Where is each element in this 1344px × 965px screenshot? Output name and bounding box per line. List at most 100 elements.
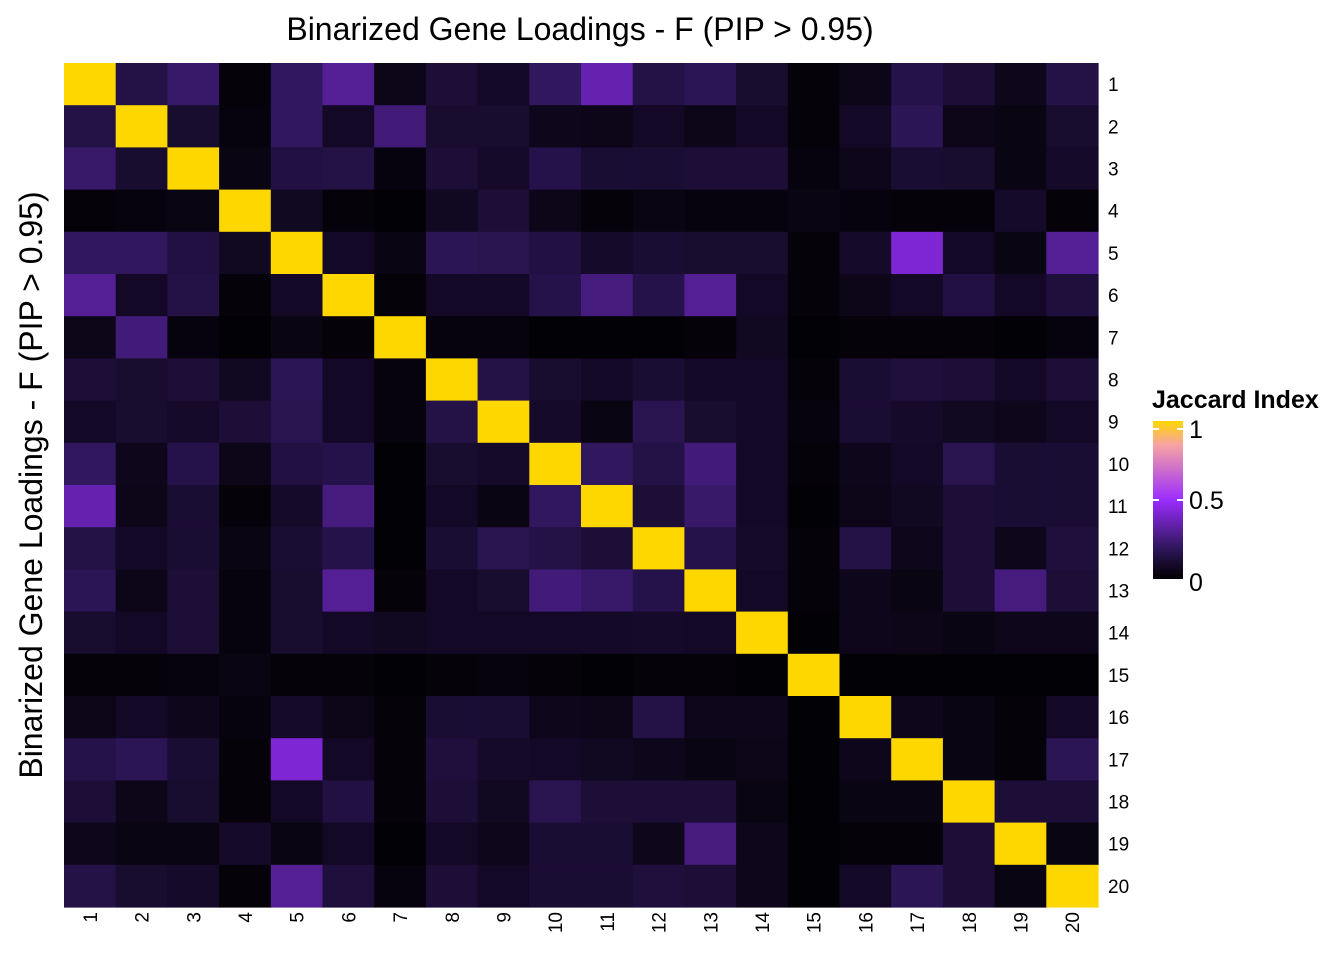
heatmap-cell-18-7 [374, 780, 427, 824]
heatmap-cell-15-13 [684, 653, 737, 697]
heatmap-cell-12-13 [684, 527, 737, 570]
heatmap-cell-11-4 [219, 485, 272, 528]
heatmap-cell-14-15 [787, 611, 841, 655]
heatmap-cell-7-3 [167, 316, 220, 359]
heatmap-cell-10-6 [322, 442, 375, 486]
heatmap-cell-11-13 [684, 485, 737, 528]
heatmap-cell-8-6 [322, 358, 375, 402]
heatmap-cell-2-13 [684, 105, 737, 148]
heatmap-cell-9-19 [994, 400, 1047, 444]
heatmap-cell-17-19 [994, 738, 1047, 781]
heatmap-cell-17-15 [787, 738, 841, 781]
heatmap-cell-12-15 [787, 527, 841, 570]
heatmap-cell-3-19 [994, 147, 1047, 191]
heatmap-cell-18-9 [477, 780, 530, 824]
heatmap-cell-11-7 [374, 485, 427, 528]
heatmap-cell-16-17 [891, 696, 944, 739]
heatmap-cell-1-11 [581, 63, 634, 106]
heatmap-cell-4-9 [477, 189, 530, 233]
heatmap-cell-16-4 [219, 696, 272, 739]
heatmap-cell-6-14 [736, 274, 789, 317]
heatmap-cell-15-1 [64, 653, 117, 697]
heatmap-cell-18-18 [942, 780, 996, 824]
heatmap-cell-4-13 [684, 189, 737, 233]
heatmap-cell-2-11 [581, 105, 634, 148]
heatmap-cell-5-5 [270, 231, 324, 275]
heatmap-cell-12-18 [942, 527, 996, 570]
heatmap-cell-9-3 [167, 400, 220, 444]
heatmap-cell-20-8 [425, 864, 479, 908]
heatmap-cell-17-20 [1046, 738, 1099, 781]
heatmap-cell-8-8 [425, 358, 479, 402]
heatmap-cell-11-1 [64, 485, 117, 528]
x-tick-label: 13 [701, 912, 722, 933]
heatmap-cell-16-15 [787, 696, 841, 739]
heatmap-cell-9-13 [684, 400, 737, 444]
y-tick-label: 4 [1108, 202, 1119, 223]
heatmap-cell-3-9 [477, 147, 530, 191]
heatmap-cell-4-12 [632, 189, 685, 233]
x-tick-label: 16 [856, 912, 877, 933]
y-tick-label: 15 [1108, 666, 1129, 687]
heatmap-cell-15-11 [581, 653, 634, 697]
heatmap-cell-12-20 [1046, 527, 1099, 570]
heatmap-cell-4-17 [891, 189, 944, 233]
heatmap-cell-5-4 [219, 231, 272, 275]
heatmap-cell-14-4 [219, 611, 272, 655]
heatmap-cell-4-6 [322, 189, 375, 233]
heatmap-cell-16-2 [115, 696, 168, 739]
heatmap-cell-6-11 [581, 274, 634, 317]
heatmap-cell-18-8 [425, 780, 479, 824]
heatmap-cell-7-7 [374, 316, 427, 359]
heatmap-cell-3-3 [167, 147, 220, 191]
heatmap-cell-13-18 [942, 569, 996, 613]
heatmap-cell-11-9 [477, 485, 530, 528]
y-tick-label: 13 [1108, 582, 1129, 603]
y-tick-label: 2 [1108, 117, 1119, 138]
heatmap-cell-4-3 [167, 189, 220, 233]
heatmap-cell-10-19 [994, 442, 1047, 486]
heatmap-cell-7-4 [219, 316, 272, 359]
heatmap-cell-15-8 [425, 653, 479, 697]
heatmap-cell-11-11 [581, 485, 634, 528]
heatmap-cell-18-1 [64, 780, 117, 824]
heatmap-cell-1-16 [839, 63, 892, 106]
heatmap-cell-14-20 [1046, 611, 1099, 655]
heatmap-cell-5-18 [942, 231, 996, 275]
heatmap-cell-3-15 [787, 147, 841, 191]
heatmap-cell-11-10 [529, 485, 582, 528]
heatmap-cell-7-2 [115, 316, 168, 359]
y-tick-label: 7 [1108, 328, 1119, 349]
heatmap-cell-16-12 [632, 696, 685, 739]
heatmap-cell-4-5 [270, 189, 324, 233]
heatmap-cell-3-8 [425, 147, 479, 191]
heatmap-cell-6-5 [270, 274, 324, 317]
heatmap-cell-20-2 [115, 864, 168, 908]
heatmap-cell-7-8 [425, 316, 479, 359]
y-tick-label: 19 [1108, 835, 1129, 856]
heatmap-cell-3-6 [322, 147, 375, 191]
heatmap-cell-2-14 [736, 105, 789, 148]
heatmap-cell-20-19 [994, 864, 1047, 908]
heatmap-cell-13-19 [994, 569, 1047, 613]
heatmap-cell-3-10 [529, 147, 582, 191]
heatmap-cell-20-13 [684, 864, 737, 908]
heatmap-cell-4-18 [942, 189, 996, 233]
heatmap-cell-17-6 [322, 738, 375, 781]
heatmap-cell-3-5 [270, 147, 324, 191]
x-tick-label: 17 [908, 912, 929, 933]
heatmap-cell-13-10 [529, 569, 582, 613]
heatmap-cell-13-9 [477, 569, 530, 613]
heatmap-cell-12-9 [477, 527, 530, 570]
heatmap-cell-17-2 [115, 738, 168, 781]
heatmap-cell-18-10 [529, 780, 582, 824]
heatmap-cell-3-4 [219, 147, 272, 191]
x-tick-label: 15 [805, 912, 826, 933]
heatmap-cell-3-7 [374, 147, 427, 191]
heatmap-cell-12-3 [167, 527, 220, 570]
heatmap-cell-19-19 [994, 822, 1047, 866]
heatmap-cell-3-2 [115, 147, 168, 191]
heatmap-cell-2-12 [632, 105, 685, 148]
heatmap-cell-14-16 [839, 611, 892, 655]
heatmap-cell-6-10 [529, 274, 582, 317]
